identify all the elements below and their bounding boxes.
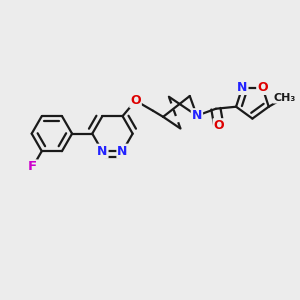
Text: O: O (257, 81, 268, 94)
Text: N: N (97, 145, 107, 158)
Text: CH₃: CH₃ (273, 93, 296, 103)
Text: N: N (237, 81, 247, 94)
Text: O: O (130, 94, 141, 107)
Text: N: N (192, 109, 202, 122)
Text: F: F (28, 160, 37, 173)
Text: N: N (117, 145, 128, 158)
Text: O: O (214, 119, 224, 132)
